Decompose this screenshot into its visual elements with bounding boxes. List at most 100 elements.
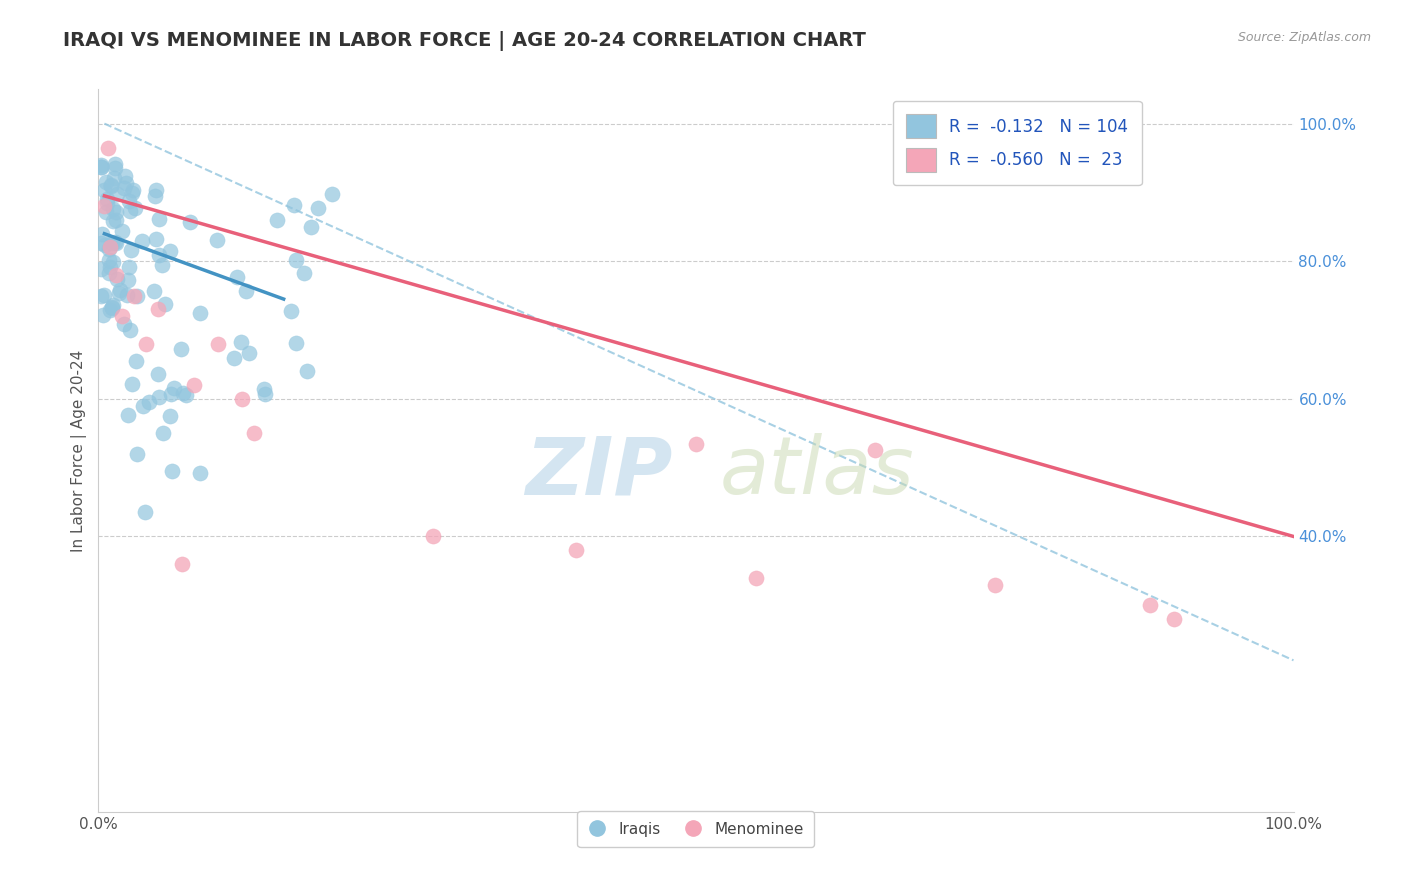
Point bbox=[253, 383, 276, 397]
Point bbox=[101, 255, 124, 269]
Point bbox=[231, 392, 253, 406]
Point bbox=[125, 354, 148, 368]
Point bbox=[172, 385, 194, 400]
Point bbox=[100, 179, 122, 194]
Point bbox=[225, 270, 247, 285]
Text: ZIP: ZIP bbox=[524, 434, 672, 511]
Point bbox=[172, 557, 194, 571]
Text: atlas: atlas bbox=[720, 434, 915, 511]
Point bbox=[97, 141, 120, 155]
Point bbox=[229, 334, 252, 349]
Point bbox=[107, 285, 129, 300]
Point bbox=[117, 273, 139, 287]
Point bbox=[254, 387, 277, 401]
Point bbox=[243, 426, 266, 441]
Point bbox=[121, 377, 143, 392]
Point bbox=[238, 346, 260, 360]
Point bbox=[93, 238, 115, 252]
Point bbox=[170, 342, 193, 356]
Point bbox=[148, 390, 170, 404]
Point bbox=[98, 242, 121, 256]
Point bbox=[90, 261, 112, 276]
Point bbox=[103, 170, 125, 185]
Point bbox=[131, 234, 153, 248]
Point bbox=[90, 227, 112, 241]
Point bbox=[865, 443, 887, 458]
Point bbox=[159, 387, 181, 401]
Point bbox=[96, 195, 118, 210]
Point bbox=[124, 288, 146, 302]
Point bbox=[117, 408, 139, 422]
Point bbox=[183, 378, 205, 392]
Point bbox=[110, 283, 132, 297]
Point bbox=[111, 224, 134, 238]
Point bbox=[107, 186, 129, 201]
Point bbox=[103, 161, 125, 175]
Point bbox=[146, 367, 169, 381]
Y-axis label: In Labor Force | Age 20-24: In Labor Force | Age 20-24 bbox=[72, 350, 87, 551]
Point bbox=[105, 268, 128, 282]
Point bbox=[153, 297, 176, 311]
Point bbox=[90, 289, 112, 303]
Point bbox=[118, 323, 141, 337]
Point bbox=[565, 543, 588, 558]
Point bbox=[745, 571, 768, 585]
Point bbox=[188, 305, 211, 319]
Text: IRAQI VS MENOMINEE IN LABOR FORCE | AGE 20-24 CORRELATION CHART: IRAQI VS MENOMINEE IN LABOR FORCE | AGE … bbox=[63, 31, 866, 51]
Point bbox=[134, 505, 156, 519]
Point bbox=[105, 272, 128, 286]
Point bbox=[307, 201, 329, 215]
Point bbox=[152, 425, 174, 440]
Point bbox=[179, 215, 201, 229]
Point bbox=[114, 176, 136, 190]
Point bbox=[115, 288, 138, 302]
Point bbox=[101, 214, 124, 228]
Point bbox=[94, 205, 117, 219]
Point bbox=[97, 252, 120, 267]
Point bbox=[148, 248, 170, 262]
Point bbox=[222, 351, 245, 365]
Point bbox=[118, 194, 141, 208]
Point bbox=[101, 298, 124, 312]
Point bbox=[120, 243, 142, 257]
Point bbox=[90, 158, 112, 172]
Point bbox=[98, 302, 121, 317]
Point bbox=[90, 160, 112, 174]
Point bbox=[1139, 599, 1161, 613]
Point bbox=[98, 266, 121, 280]
Point bbox=[235, 284, 257, 298]
Point bbox=[103, 202, 125, 217]
Point bbox=[152, 258, 174, 272]
Point bbox=[148, 302, 170, 317]
Point bbox=[118, 203, 141, 218]
Point bbox=[93, 199, 115, 213]
Point bbox=[138, 395, 160, 409]
Point bbox=[112, 180, 135, 194]
Point bbox=[285, 252, 308, 267]
Point bbox=[292, 266, 315, 280]
Point bbox=[104, 156, 127, 170]
Text: Source: ZipAtlas.com: Source: ZipAtlas.com bbox=[1237, 31, 1371, 45]
Point bbox=[91, 308, 114, 322]
Point bbox=[299, 220, 322, 235]
Point bbox=[280, 303, 302, 318]
Point bbox=[101, 301, 124, 315]
Point bbox=[207, 336, 229, 351]
Point bbox=[127, 447, 149, 461]
Point bbox=[148, 211, 170, 226]
Point bbox=[105, 213, 128, 227]
Point bbox=[283, 197, 305, 211]
Point bbox=[135, 336, 157, 351]
Point bbox=[685, 436, 707, 450]
Point bbox=[143, 285, 166, 299]
Point bbox=[188, 467, 211, 481]
Point bbox=[984, 577, 1007, 591]
Point bbox=[90, 235, 112, 250]
Point bbox=[285, 335, 308, 350]
Point bbox=[422, 529, 444, 543]
Point bbox=[94, 175, 117, 189]
Point bbox=[1163, 612, 1185, 626]
Point bbox=[131, 400, 153, 414]
Point bbox=[105, 236, 128, 251]
Point bbox=[145, 183, 167, 197]
